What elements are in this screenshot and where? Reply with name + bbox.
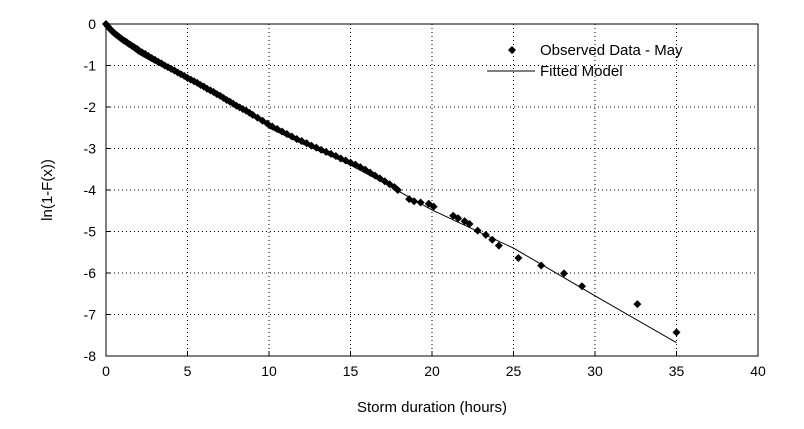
x-tick-label: 35 xyxy=(669,363,685,379)
x-tick-label: 30 xyxy=(587,363,603,379)
y-tick-label: -7 xyxy=(84,307,97,323)
legend-label-fitted: Fitted Model xyxy=(540,63,623,80)
x-tick-label: 5 xyxy=(184,363,192,379)
y-tick-label: 0 xyxy=(88,16,96,32)
data-point xyxy=(514,254,523,263)
data-point xyxy=(465,220,474,229)
x-tick-label: 20 xyxy=(424,363,440,379)
observed-points-layer xyxy=(102,20,681,337)
plot-area-frame xyxy=(105,23,759,357)
data-point xyxy=(429,202,438,211)
tick-labels: 0 5 10 15 20 25 30 35 40 0 -1 -2 -3 -4 -5 -6 -7 -8 xyxy=(84,16,766,379)
data-point xyxy=(537,261,546,270)
y-tick-label: -4 xyxy=(84,182,97,198)
x-axis-label: Storm duration (hours) xyxy=(357,399,507,416)
legend-label-observed: Observed Data - May xyxy=(540,42,683,59)
x-tick-label: 0 xyxy=(102,363,110,379)
grid xyxy=(105,23,759,357)
y-tick-label: -1 xyxy=(84,58,97,74)
data-point xyxy=(577,282,586,291)
data-point xyxy=(416,198,425,207)
data-point xyxy=(268,122,277,131)
data-point xyxy=(481,230,490,239)
data-point xyxy=(157,59,166,68)
y-tick-label: -6 xyxy=(84,265,97,281)
data-point xyxy=(488,235,497,244)
legend: Observed Data - May Fitted Model xyxy=(487,42,683,80)
data-point xyxy=(248,110,257,119)
x-tick-label: 10 xyxy=(261,363,277,379)
x-tick-label: 40 xyxy=(750,363,766,379)
data-point xyxy=(633,300,642,309)
data-point xyxy=(672,328,681,337)
data-point xyxy=(560,269,569,278)
y-tick-label: -5 xyxy=(84,224,97,240)
y-tick-label: -8 xyxy=(84,348,97,364)
data-point xyxy=(454,214,463,223)
y-axis-label: ln(1-F(x)) xyxy=(39,159,56,221)
x-tick-label: 15 xyxy=(343,363,359,379)
x-tick-label: 25 xyxy=(506,363,522,379)
data-point xyxy=(393,186,402,194)
data-point xyxy=(494,241,503,250)
data-point xyxy=(473,226,482,235)
legend-marker-observed xyxy=(508,46,516,54)
y-tick-label: -3 xyxy=(84,141,97,157)
data-point xyxy=(410,197,419,206)
y-tick-label: -2 xyxy=(84,99,97,115)
